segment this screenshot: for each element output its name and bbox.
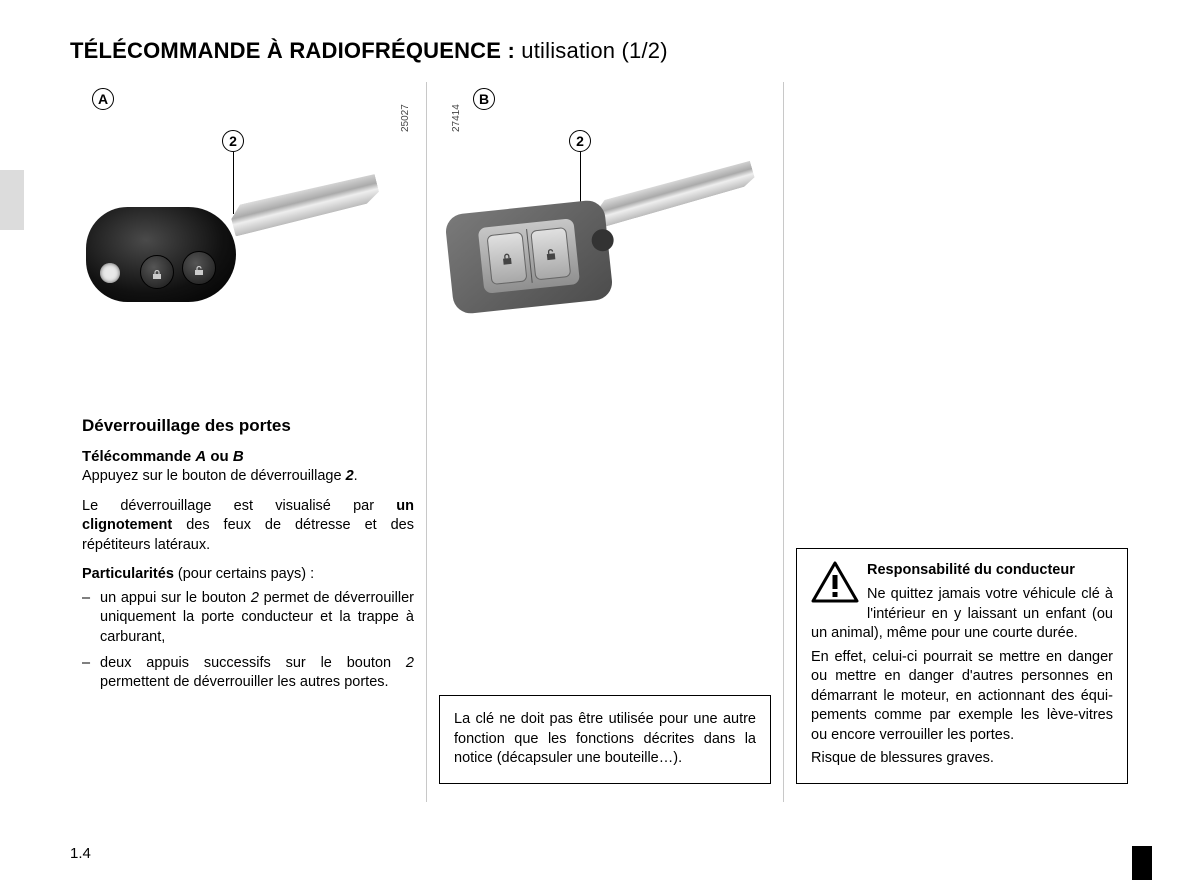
title-sub: utilisation <box>521 38 621 63</box>
sub-heading: Télécommande A ou B <box>82 448 414 465</box>
warning-p3: Risque de blessures graves. <box>811 750 994 766</box>
list-item: – deux appuis successifs sur le bouton 2… <box>82 654 414 693</box>
info-box-text: La clé ne doit pas être utilisée pour un… <box>454 711 756 766</box>
callout-2-a: 2 <box>222 130 244 152</box>
lock-closed-icon <box>151 267 163 277</box>
callout-2-a-label: 2 <box>222 130 244 152</box>
particularities-lead: Particularités (pour certains pays) : <box>82 565 414 585</box>
para-1: Appuyez sur le bouton de déver­rouillage… <box>82 467 414 487</box>
columns: A 25027 2 Déverrouillage des portes <box>70 82 1140 802</box>
badge-b: B <box>473 88 495 110</box>
column-left: A 25027 2 Déverrouillage des portes <box>70 82 426 802</box>
badge-a: A <box>92 88 114 110</box>
warning-p2: En effet, celui-ci pourrait se mettre en… <box>811 649 1113 743</box>
key-b-illustration <box>449 172 759 322</box>
ref-a: 25027 <box>400 104 411 132</box>
warning-box: Responsabilité du conducteur Ne quittez … <box>796 548 1128 784</box>
callout-2-b-label: 2 <box>569 130 591 152</box>
section-heading: Déverrouillage des portes <box>82 416 414 436</box>
key-a-illustration <box>86 187 386 317</box>
column-middle: 27414 B 2 <box>426 82 783 802</box>
warning-triangle-icon <box>811 561 859 605</box>
page-number: 1.4 <box>70 845 91 862</box>
lock-closed-icon <box>499 252 514 265</box>
title-main: TÉLÉCOMMANDE À RADIOFRÉQUENCE : <box>70 38 521 63</box>
page-title: TÉLÉCOMMANDE À RADIOFRÉQUENCE : utilisat… <box>70 38 1140 64</box>
lock-open-icon <box>193 263 205 273</box>
info-box-key-usage: La clé ne doit pas être utilisée pour un… <box>439 695 771 784</box>
figure-a: A 25027 2 <box>82 82 414 392</box>
title-part: (1/2) <box>622 38 668 63</box>
lock-open-icon <box>543 247 558 260</box>
ref-b: 27414 <box>451 104 462 132</box>
list-item: – un appui sur le bouton 2 permet de dév… <box>82 589 414 648</box>
callout-2-b: 2 <box>569 130 591 152</box>
column-right: Responsabilité du conducteur Ne quittez … <box>783 82 1140 802</box>
manual-page: TÉLÉCOMMANDE À RADIOFRÉQUENCE : utilisat… <box>0 0 1200 888</box>
corner-mark <box>1132 846 1152 880</box>
particularities-list: – un appui sur le bouton 2 permet de dév… <box>82 589 414 693</box>
figure-b: 27414 B 2 <box>439 82 771 392</box>
para-2: Le déverrouillage est visualisé par un c… <box>82 497 414 556</box>
